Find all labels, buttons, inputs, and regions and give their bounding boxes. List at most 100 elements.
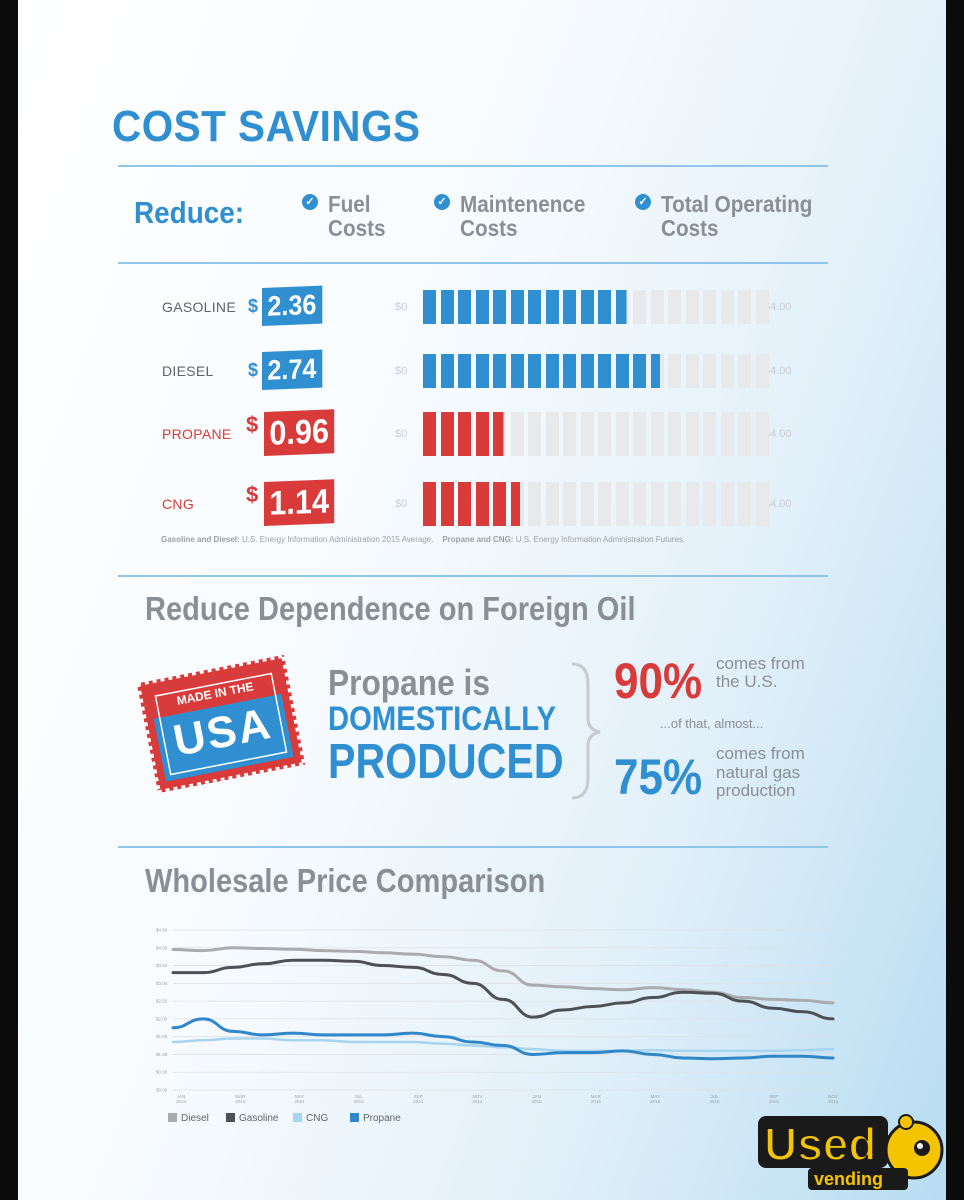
price-value: 2.74: [262, 349, 322, 390]
benefit-maintenance-costs: ✓ Maintenence Costs: [434, 192, 599, 240]
y-tick-label: $0.00: [156, 1088, 168, 1093]
legend-label: Propane: [363, 1113, 401, 1124]
bar-segment: [563, 482, 576, 526]
axis-min-label: $0: [395, 365, 408, 377]
brace-icon: [571, 662, 601, 800]
x-tick-label: MAY: [650, 1094, 659, 1099]
bar-segment: [598, 354, 611, 388]
bar-segment: [440, 412, 454, 456]
bar-segment: [668, 354, 681, 388]
used-vending-logo: Used vending: [756, 1110, 946, 1192]
legend-item-cng: CNG: [293, 1113, 328, 1124]
infographic-page: COST SAVINGS Reduce: ✓ Fuel Costs ✓ Maint…: [18, 0, 946, 1200]
bar-segment: [493, 354, 506, 388]
axis-min-label: $0: [395, 428, 408, 440]
bar-segment: [510, 482, 524, 526]
divider: [118, 165, 828, 167]
currency-symbol: $: [246, 412, 259, 437]
price-bar: [423, 354, 773, 388]
price-bar: [423, 482, 773, 526]
bar-segment: [563, 290, 576, 324]
x-tick-label: 2015: [769, 1099, 780, 1104]
bar-segment: [598, 412, 611, 456]
section-title-foreign-oil: Reduce Dependence on Foreign Oil: [145, 590, 636, 627]
y-tick-label: $4.50: [156, 928, 168, 933]
bar-segment: [738, 412, 751, 456]
legend-label: Diesel: [181, 1113, 209, 1124]
legend-label: Gasoline: [239, 1113, 279, 1124]
bar-segment: [545, 412, 559, 456]
bar-segment: [475, 482, 489, 526]
bar-segment: [650, 290, 664, 324]
bar-segment: [615, 482, 629, 526]
propane-is-text: Propane is: [328, 662, 490, 703]
bar-segment: [423, 482, 436, 526]
y-tick-label: $1.50: [156, 1034, 168, 1039]
bar-segment: [423, 412, 436, 456]
bar-segment: [545, 290, 559, 324]
bar-segment: [668, 290, 681, 324]
bar-segment: [720, 412, 734, 456]
bar-segment: [510, 412, 524, 456]
fuel-name-cng: CNG: [162, 496, 195, 512]
bar-segment: [615, 290, 629, 324]
series-line-propane: [171, 1017, 835, 1061]
bar-segment: [633, 412, 646, 456]
x-tick-label: JUL: [710, 1094, 718, 1099]
y-tick-label: $3.50: [156, 963, 168, 968]
divider: [118, 262, 828, 264]
reduce-label: Reduce:: [134, 195, 245, 230]
x-tick-label: MAR: [591, 1094, 602, 1099]
bar-segment: [510, 354, 524, 388]
bar-segment: [720, 290, 734, 324]
x-tick-label: 2014: [295, 1099, 306, 1104]
bar-segment: [650, 354, 664, 388]
bar-segment: [458, 412, 471, 456]
axis-max-label: $4.00: [764, 498, 792, 510]
x-tick-label: 2014: [354, 1099, 365, 1104]
bar-segment: [563, 412, 576, 456]
series-line-cng: [171, 1037, 835, 1053]
legend-swatch: [226, 1113, 235, 1122]
legend-label: CNG: [306, 1113, 329, 1124]
bar-segment: [633, 354, 646, 388]
bar-segment: [545, 354, 559, 388]
svg-text:Used: Used: [764, 1118, 876, 1170]
bar-segment: [755, 482, 769, 526]
price-bar: [423, 290, 773, 324]
bar-segment: [545, 482, 559, 526]
currency-symbol: $: [248, 296, 259, 316]
x-tick-label: MAY: [295, 1094, 304, 1099]
y-tick-label: $3.00: [156, 981, 168, 986]
check-icon: ✓: [434, 194, 450, 210]
x-tick-label: 2014: [176, 1099, 187, 1104]
divider: [118, 846, 828, 848]
x-tick-label: 2014: [472, 1099, 483, 1104]
bar-segment: [528, 482, 541, 526]
bar-segment: [703, 290, 716, 324]
stat-75-caption: comes from natural gas production: [716, 744, 805, 800]
y-tick-label: $2.00: [156, 1016, 168, 1021]
bar-segment: [685, 354, 699, 388]
section-title-wholesale: Wholesale Price Comparison: [145, 862, 546, 899]
bar-segment: [738, 354, 751, 388]
x-tick-label: 2015: [650, 1099, 661, 1104]
bar-segment: [633, 482, 646, 526]
bar-segment: [475, 290, 489, 324]
axis-min-label: $0: [395, 301, 408, 313]
fuel-name-gasoline: GASOLINE: [162, 299, 236, 315]
stat-90-caption: comes from the U.S.: [716, 654, 805, 691]
domestically-text: DOMESTICALLY: [328, 700, 556, 738]
bar-segment: [458, 290, 471, 324]
x-tick-label: JUL: [355, 1094, 363, 1099]
x-tick-label: 2014: [235, 1099, 246, 1104]
x-tick-label: 2014: [413, 1099, 424, 1104]
price-value: 2.36: [262, 285, 322, 326]
connector-text: ...of that, almost...: [660, 716, 764, 731]
x-tick-label: 2015: [591, 1099, 602, 1104]
axis-max-label: $4.00: [764, 301, 792, 313]
check-icon: ✓: [302, 194, 318, 210]
bar-segment: [528, 290, 541, 324]
bar-segment: [423, 290, 436, 324]
bar-segment: [720, 482, 734, 526]
